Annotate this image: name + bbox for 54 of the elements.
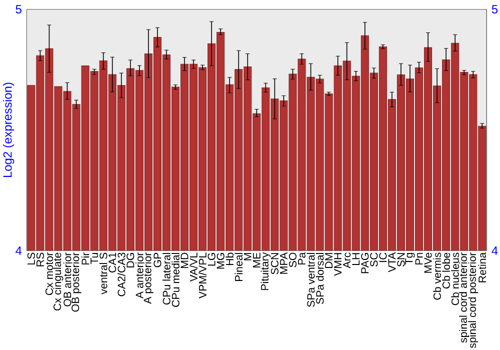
x-tick-label: GP: [154, 252, 162, 268]
x-tick-label: IC: [379, 252, 387, 262]
x-tick-label: OB anterior: [63, 252, 72, 306]
y2-tick-label: 5: [492, 5, 498, 14]
x-tick-label: MPA: [280, 252, 288, 274]
x-tick-label: Cb lobe: [442, 252, 450, 288]
x-tick-label: VPM/VPL: [198, 252, 206, 298]
x-tick-label: A anterior: [135, 252, 144, 298]
x-tick-label: Pn: [415, 252, 423, 264]
x-tick-label: SO: [288, 252, 297, 268]
x-tick-label: Pir: [81, 252, 90, 264]
x-tick-label: LH: [352, 253, 360, 266]
x-tick-label: Hb: [226, 252, 234, 266]
x-tick-label: RS: [36, 252, 44, 266]
x-tick-label: DG: [126, 253, 134, 268]
x-tick-label: Cx motor: [45, 252, 53, 295]
x-tick-label: CPu lateral: [162, 253, 170, 304]
x-tick-label: Pa: [298, 252, 306, 264]
x-tick-label: spinal cord posterior: [468, 252, 478, 348]
x-tick-label: DM: [325, 253, 332, 268]
x-tick-label: Cb nucleus: [451, 252, 460, 306]
x-tick-label: Cb vermis: [433, 252, 441, 300]
x-tick-label: CPu medial: [172, 253, 180, 307]
x-tick-label: OB posterior: [71, 252, 82, 312]
x-tick-label: VTA: [388, 252, 396, 272]
x-tick-label: ME: [252, 252, 260, 268]
x-tick-label: MD: [180, 252, 188, 268]
x-tick-label: CA1: [108, 252, 116, 272]
x-tick-label: MG: [216, 253, 224, 269]
x-tick-label: A posterior: [143, 252, 154, 304]
x-tick-label: PAG: [361, 253, 369, 274]
x-tick-label: MVe: [424, 252, 432, 273]
x-tick-label: SPa ventral: [306, 253, 315, 307]
x-tick-label: VA/VL: [190, 252, 198, 282]
x-tick-label: Tu: [90, 252, 98, 264]
x-tick-label: M: [244, 253, 252, 260]
x-tick-label: SPa dorsal: [316, 253, 324, 304]
x-tick-label: SN: [397, 253, 405, 267]
x-tick-label: Retina: [478, 252, 486, 282]
x-tick-label: Pineal: [234, 252, 243, 282]
x-tick-label: SC: [370, 252, 378, 267]
x-tick-label: SCN: [270, 253, 278, 274]
x-tick-label: Arc: [343, 252, 351, 268]
x-tick-label: LS: [27, 252, 35, 264]
y-axis-title: Log2 (expression): [2, 82, 14, 178]
x-tick-label: VMH: [334, 253, 342, 276]
x-tick-label: Tg: [405, 252, 415, 264]
x-tick-label: CA2/CA3: [117, 252, 126, 296]
x-tick-label: Cx cingulate: [53, 252, 64, 310]
x-tick-label: ventral S: [99, 252, 108, 294]
x-tick-label: LG: [208, 253, 216, 266]
x-tick-label: spinal cord anterior: [459, 252, 470, 343]
y2-tick-label: 4: [492, 246, 498, 255]
x-tick-label: Pituitary: [260, 252, 271, 290]
